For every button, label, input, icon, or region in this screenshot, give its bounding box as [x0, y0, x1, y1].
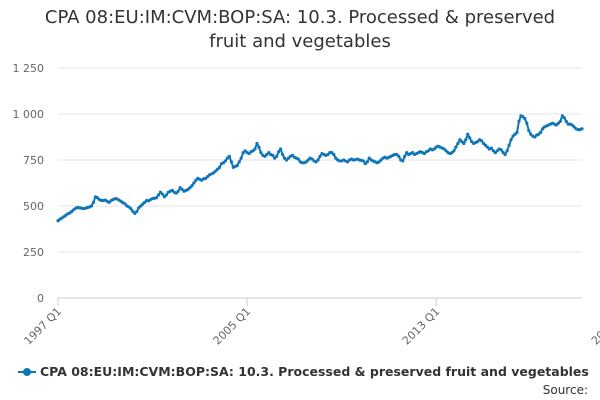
chart-title: CPA 08:EU:IM:CVM:BOP:SA: 10.3. Processed… — [0, 6, 600, 54]
data-point — [257, 145, 261, 149]
data-point — [403, 154, 407, 158]
data-point — [489, 146, 493, 150]
data-point — [361, 159, 365, 163]
data-point — [217, 165, 222, 169]
data-point — [192, 181, 196, 185]
data-point — [89, 204, 94, 208]
data-point — [190, 184, 194, 188]
data-point — [580, 127, 584, 131]
data-point — [456, 141, 460, 146]
data-point — [318, 154, 322, 158]
y-tick-label: 1 000 — [13, 108, 45, 121]
data-point — [176, 189, 180, 193]
data-point — [237, 160, 241, 164]
data-point — [464, 138, 468, 142]
data-point — [562, 116, 566, 120]
y-tick-label: 0 — [37, 292, 44, 305]
data-point — [507, 143, 511, 147]
data-point — [505, 149, 509, 153]
data-point — [479, 139, 484, 143]
data-point — [255, 141, 259, 146]
data-point — [135, 209, 139, 214]
y-tick-labels: 0 250 500 750 1 000 1 250 — [13, 62, 45, 305]
data-point — [454, 145, 458, 149]
data-point — [129, 207, 133, 211]
data-point — [564, 119, 568, 123]
chart-title-line-2: fruit and vegetables — [209, 31, 391, 52]
data-point — [235, 163, 239, 168]
data-point — [509, 138, 513, 142]
chart-title-line-1: CPA 08:EU:IM:CVM:BOP:SA: 10.3. Processed… — [44, 7, 556, 28]
data-point — [515, 130, 519, 134]
data-point — [365, 160, 369, 164]
data-point — [527, 128, 531, 133]
data-point — [154, 196, 159, 200]
series-layer — [56, 114, 584, 223]
x-tick-label: 2021 Q1 — [589, 305, 600, 348]
y-tick-label: 500 — [23, 200, 44, 213]
series-line — [57, 114, 583, 222]
data-point — [332, 152, 336, 157]
y-tick-label: 750 — [23, 154, 44, 167]
data-point — [229, 160, 233, 164]
data-point — [275, 154, 279, 158]
data-point — [499, 148, 503, 152]
data-point — [164, 193, 168, 197]
grid-lines — [58, 67, 582, 299]
x-tick-label: 2013 Q1 — [400, 305, 443, 348]
data-point — [397, 154, 401, 158]
data-point — [156, 193, 161, 197]
data-point — [517, 119, 521, 123]
data-point — [401, 159, 405, 163]
data-point — [558, 119, 562, 123]
data-point — [525, 121, 529, 125]
data-point — [160, 192, 165, 196]
data-point — [280, 152, 285, 157]
data-point — [271, 153, 275, 157]
data-point — [503, 152, 507, 157]
data-point — [227, 154, 231, 158]
data-point — [468, 136, 472, 140]
x-tick-label: 1997 Q1 — [22, 305, 65, 348]
y-tick-label: 1 250 — [13, 62, 45, 75]
legend-swatch-icon — [18, 366, 36, 378]
legend[interactable]: CPA 08:EU:IM:CVM:BOP:SA: 10.3. Processed… — [18, 364, 589, 379]
data-point — [259, 151, 263, 155]
data-point — [462, 141, 466, 146]
data-point — [91, 200, 96, 204]
data-point — [316, 158, 320, 162]
y-tick-label: 250 — [23, 246, 44, 259]
data-point — [466, 132, 470, 136]
x-tick-label: 2005 Q1 — [211, 305, 254, 348]
axes — [57, 297, 582, 306]
data-point — [223, 159, 228, 163]
data-point — [239, 156, 243, 160]
data-point — [279, 147, 283, 151]
data-point — [539, 130, 543, 134]
legend-label: CPA 08:EU:IM:CVM:BOP:SA: 10.3. Processed… — [40, 364, 589, 379]
data-point — [253, 147, 257, 151]
data-point — [452, 149, 456, 153]
data-point — [523, 117, 527, 121]
source-label: Source: — [542, 383, 588, 397]
data-point — [296, 157, 300, 161]
data-point — [277, 150, 281, 154]
data-point — [123, 202, 127, 206]
